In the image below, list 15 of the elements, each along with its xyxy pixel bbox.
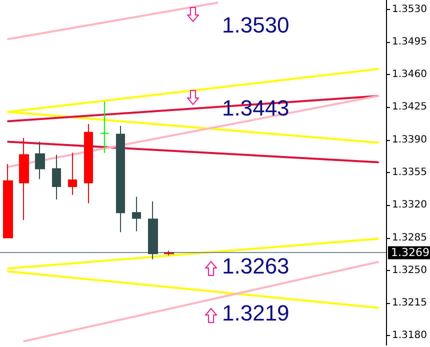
y-tick-label: 1.3530 [392,4,427,15]
y-tick-label: 1.3390 [392,134,427,146]
y-tick-label: 1.3460 [392,69,427,80]
y-tick-label: 1.3215 [392,298,427,309]
y-tick-label: 1.3425 [392,102,427,113]
y-tick-label: 1.3320 [392,200,427,211]
y-tick-label: 1.3180 [392,330,427,342]
ref-line-label: 1.3269 [391,246,430,260]
y-tick-label: 1.3285 [392,232,427,244]
annotation: 1.3530 [222,12,290,38]
y-tick-label: 1.3250 [392,264,427,276]
annotation: 1.3219 [222,300,290,326]
y-tick-label: 1.3355 [392,167,427,178]
annotation: 1.3263 [222,254,290,278]
y-tick-label: 1.3495 [392,36,427,48]
